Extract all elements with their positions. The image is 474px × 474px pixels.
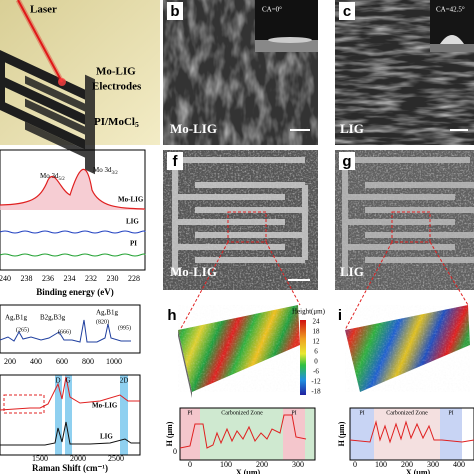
peak-label: Ag,B1g (96, 309, 118, 317)
band-label: 2D (120, 377, 129, 385)
x-axis-title: Binding energy (eV) (36, 287, 114, 297)
x-tick-label: 300 (427, 460, 439, 469)
panel-f (163, 150, 318, 290)
colorbar-tick: 6 (314, 348, 318, 356)
colorbar-tick: -6 (313, 368, 319, 376)
panel-i-surface (345, 305, 470, 392)
y-axis-title: H (μm) (337, 421, 346, 446)
x-axis-title: X (μm) (236, 468, 261, 474)
zone-label: Carbonized Zone (386, 410, 428, 416)
zoom-lines (179, 241, 469, 331)
panel-label: c (343, 3, 351, 20)
panel-b (163, 0, 318, 145)
y-axis-title: H (μm) (165, 421, 174, 446)
panel-label: g (342, 153, 351, 170)
x-tick-label: 228 (128, 274, 140, 283)
x-tick-label: 236 (42, 274, 54, 283)
label: PI/MoCl5 (94, 116, 139, 129)
legend-label: LIG (100, 433, 113, 441)
peak-label: Ag,B1g (5, 314, 27, 322)
label: Mo-LIG (96, 66, 136, 78)
x-tick-label: 600 (56, 357, 68, 366)
raman-high-plot (0, 374, 141, 456)
legend-label: PI (130, 240, 137, 248)
x-tick-label: 240 (0, 274, 11, 283)
panel-label: i (338, 307, 342, 324)
colorbar-tick: -12 (311, 378, 321, 386)
profile-i (349, 407, 474, 461)
panel-c (335, 0, 474, 145)
subscript: 5/2 (58, 177, 65, 182)
subscript: 5 (135, 120, 139, 129)
x-tick-label: 200 (4, 357, 16, 366)
band-label: D (55, 377, 60, 385)
label: LIG (340, 264, 364, 279)
raman-low-plot (0, 304, 141, 354)
x-tick-label: 2000 (70, 454, 86, 463)
x-tick-label: 234 (64, 274, 76, 283)
peak-position: (820) (96, 318, 109, 325)
peak-position: (995) (118, 324, 131, 331)
panel-label: b (170, 3, 179, 20)
label: Laser (30, 4, 57, 16)
x-tick-label: 230 (107, 274, 119, 283)
label: Electrodes (92, 81, 142, 93)
zone-label: Carbonized Zone (221, 410, 263, 416)
x-tick-label: 2500 (108, 454, 124, 463)
panel-h-surface (178, 305, 306, 398)
label: Mo 3d3/2 (93, 166, 118, 177)
panel-label: f (173, 153, 179, 170)
colorbar-tick: 24 (313, 318, 321, 326)
x-tick-label: 1000 (106, 357, 122, 366)
text: Mo 3d (40, 172, 59, 180)
label: Mo 3d5/2 (40, 172, 65, 183)
panel-label: h (167, 307, 176, 324)
x-tick-label: 800 (82, 357, 94, 366)
label: LIG (340, 121, 364, 136)
legend-label: Mo-LIG (118, 196, 144, 204)
label: Mo-LIG (170, 264, 217, 279)
colorbar-tick: -18 (311, 388, 321, 396)
x-tick-label: 400 (453, 460, 465, 469)
zone-label: PI (359, 410, 364, 416)
peak-position: (666) (58, 328, 71, 335)
x-tick-label: 0 (353, 460, 357, 469)
profile-h (179, 407, 316, 461)
x-tick-label: 400 (30, 357, 42, 366)
colorbar-title: Height(μm) (292, 308, 326, 316)
band-label: G (65, 377, 70, 385)
x-tick-label: 232 (85, 274, 97, 283)
x-tick-label: 200 (401, 460, 413, 469)
label: CA=42.5° (436, 6, 465, 14)
x-axis-title: X (μm) (406, 468, 431, 474)
panel-g (335, 150, 474, 290)
y-tick-label: 0 (173, 447, 177, 456)
x-axis-title: Raman Shift (cm⁻¹) (32, 463, 108, 473)
panel-a (0, 0, 160, 175)
label: CA=0° (262, 6, 282, 14)
xps-plot (0, 149, 146, 271)
label: Mo-LIG (170, 121, 217, 136)
x-tick-label: 0 (188, 460, 192, 469)
x-tick-label: 200 (256, 460, 268, 469)
x-tick-label: 100 (220, 460, 232, 469)
x-tick-label: 300 (292, 460, 304, 469)
colorbar-tick: 18 (313, 328, 321, 336)
x-tick-label: 238 (21, 274, 33, 283)
text: PI/MoCl (94, 116, 135, 128)
legend-label: Mo-LIG (92, 402, 118, 410)
text: Mo 3d (93, 166, 112, 174)
peak-position: (265) (16, 326, 29, 333)
zone-label: PI (291, 410, 296, 416)
x-tick-label: 1500 (32, 454, 48, 463)
subscript: 3/2 (111, 171, 118, 176)
x-tick-label: 100 (375, 460, 387, 469)
legend-label: LIG (126, 218, 139, 226)
zone-label: PI (187, 410, 192, 416)
colorbar-tick: 12 (313, 338, 321, 346)
colorbar-tick: 0 (314, 358, 318, 366)
peak-label: B2g,B3g (40, 314, 66, 322)
zone-label: PI (448, 410, 453, 416)
